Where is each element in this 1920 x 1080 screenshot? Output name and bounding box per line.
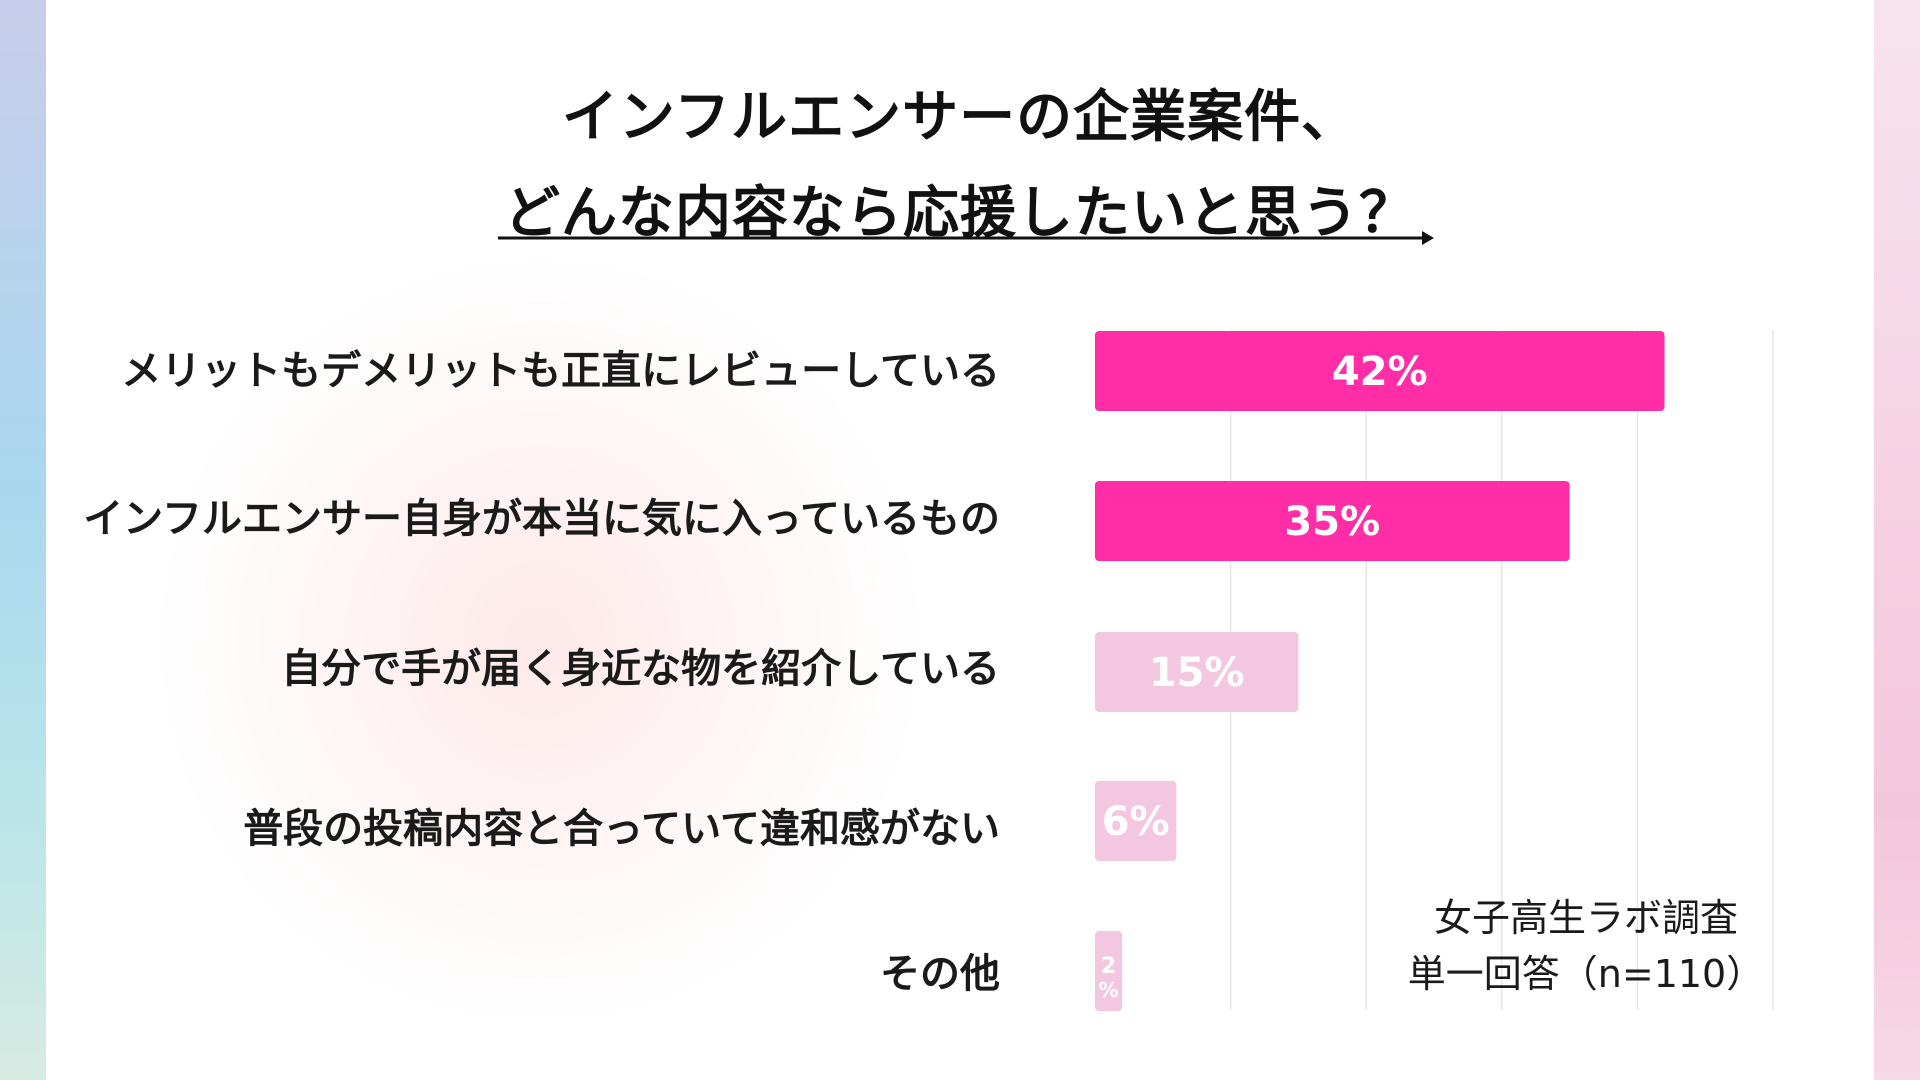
category-label: インフルエンサー自身が本当に気に入っているもの bbox=[83, 496, 1000, 542]
bar bbox=[1095, 632, 1299, 712]
category-label: その他 bbox=[880, 951, 1000, 997]
chart-title-line2: どんな内容なら応援したいと思う？ bbox=[504, 181, 1416, 246]
survey-source-note: 女子高生ラボ調査 bbox=[1433, 896, 1738, 940]
survey-answer-note: 単一回答（n=110） bbox=[1407, 952, 1765, 996]
bar bbox=[1095, 481, 1570, 561]
bar bbox=[1095, 781, 1177, 861]
bar-value-label: 2 bbox=[1101, 954, 1116, 979]
bar-value-label: 35% bbox=[1284, 499, 1380, 545]
category-label: メリットもデメリットも正直にレビューしている bbox=[121, 348, 1000, 394]
bar bbox=[1095, 331, 1665, 411]
chart-title-line1: インフルエンサーの企業案件、 bbox=[561, 85, 1359, 150]
title-underline-arrow bbox=[498, 231, 1434, 245]
bar-value-label: % bbox=[1099, 978, 1119, 1002]
left-gradient-strip bbox=[0, 0, 46, 1080]
right-gradient-strip bbox=[1874, 0, 1920, 1080]
bar-value-label: 42% bbox=[1332, 349, 1428, 395]
bar-value-label: 15% bbox=[1149, 650, 1245, 696]
background-glow bbox=[150, 250, 930, 1030]
bar-value-label: 6% bbox=[1102, 799, 1170, 845]
category-label: 自分で手が届く身近な物を紹介している bbox=[281, 646, 1000, 692]
category-label: 普段の投稿内容と合っていて違和感がない bbox=[243, 806, 1000, 852]
bar bbox=[1095, 931, 1123, 1011]
